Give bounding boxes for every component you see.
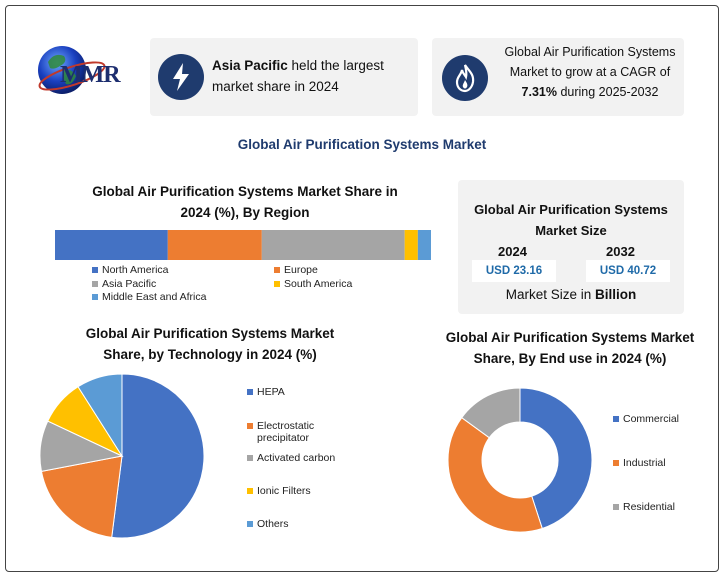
legend-swatch xyxy=(92,294,98,300)
legend-label: Ionic Filters xyxy=(257,485,311,497)
legend-swatch xyxy=(247,455,253,461)
slice-industrial xyxy=(447,416,543,533)
enduse-title-line1: Global Air Purification Systems Market xyxy=(445,330,695,345)
lightning-icon xyxy=(158,54,204,100)
legend-swatch xyxy=(92,267,98,273)
legend-swatch xyxy=(92,281,98,287)
value-2024: USD 23.16 xyxy=(472,260,556,282)
legend-label: Residential xyxy=(623,501,675,513)
cagr-text-2: Market to grow at a CAGR of xyxy=(509,65,671,79)
legend-label: Commercial xyxy=(623,413,680,425)
cagr-value: 7.31% xyxy=(521,85,557,99)
highlight-text-2: market share in 2024 xyxy=(212,79,339,94)
legend-swatch xyxy=(613,416,619,422)
enduse-title-line2: Share, By End use in 2024 (%) xyxy=(473,351,667,366)
slice-others xyxy=(77,373,123,458)
legend-item-asia-pacific: Asia Pacific xyxy=(92,278,156,290)
logo-text: MMR xyxy=(60,62,121,88)
flame-icon xyxy=(442,55,488,101)
legend-swatch xyxy=(247,521,253,527)
highlight-card-cagr: Global Air Purification Systems Market t… xyxy=(432,38,684,116)
legend-label: HEPA xyxy=(257,386,285,398)
market-size-title-1: Global Air Purification Systems xyxy=(474,202,668,217)
legend-swatch xyxy=(274,281,280,287)
highlight-text-1: held the largest xyxy=(287,58,384,73)
bar-segment-europe xyxy=(167,230,262,260)
tech-title-line1: Global Air Purification Systems Market xyxy=(85,326,335,341)
cagr-text-3: during 2025-2032 xyxy=(556,85,659,99)
legend-item-hepa: HEPA xyxy=(247,386,347,398)
highlight-text-region: Asia Pacific held the largest market sha… xyxy=(212,55,412,97)
legend-label: South America xyxy=(284,278,353,290)
enduse-donut-chart xyxy=(447,387,593,533)
tech-title-line2: Share, by Technology in 2024 (%) xyxy=(103,347,317,362)
technology-chart-title: Global Air Purification Systems Market S… xyxy=(40,323,380,365)
legend-label: North America xyxy=(102,264,169,276)
legend-label: Middle East and Africa xyxy=(102,291,207,303)
technology-pie-chart xyxy=(39,373,205,539)
slice-electrostatic-precipitator xyxy=(40,455,123,538)
slice-hepa xyxy=(111,373,205,539)
bar-segment-north-america xyxy=(55,230,168,260)
highlight-text-cagr: Global Air Purification Systems Market t… xyxy=(498,42,682,102)
market-size-footer: Market Size in Billion xyxy=(458,287,684,302)
legend-item-ionic-filters: Ionic Filters xyxy=(247,485,347,497)
legend-item-north-america: North America xyxy=(92,264,169,276)
bar-segment-south-america xyxy=(404,230,418,260)
legend-swatch xyxy=(613,504,619,510)
globe-logo-icon xyxy=(38,46,106,94)
legend-item-commercial: Commercial xyxy=(613,413,679,425)
legend-label: Europe xyxy=(284,264,318,276)
legend-item-residential: Residential xyxy=(613,501,675,513)
region-stacked-bar xyxy=(55,230,431,260)
legend-label: Asia Pacific xyxy=(102,278,157,290)
highlight-card-region: Asia Pacific held the largest market sha… xyxy=(150,38,418,116)
main-title: Global Air Purification Systems Market xyxy=(237,137,487,152)
slice-commercial xyxy=(519,387,593,530)
cagr-text-1: Global Air Purification Systems xyxy=(504,45,676,59)
legend-swatch xyxy=(613,460,619,466)
legend-swatch xyxy=(247,389,253,395)
market-size-title: Global Air Purification Systems Market S… xyxy=(458,199,684,241)
legend-swatch xyxy=(247,423,253,429)
value-2032: USD 40.72 xyxy=(586,260,670,282)
bar-segment-asia-pacific xyxy=(261,230,405,260)
market-size-card: Global Air Purification Systems Market S… xyxy=(458,180,684,314)
region-title-line2: 2024 (%), By Region xyxy=(180,205,310,220)
year-2032: 2032 xyxy=(606,244,635,259)
region-chart-title: Global Air Purification Systems Market S… xyxy=(60,181,430,223)
market-size-title-2: Market Size xyxy=(535,223,607,238)
legend-label: Others xyxy=(257,518,289,530)
footer-bold: Billion xyxy=(595,287,637,302)
enduse-chart-title: Global Air Purification Systems Market S… xyxy=(425,327,715,369)
legend-label: Electrostatic precipitator xyxy=(257,420,315,444)
bar-segment-middle-east-and-africa xyxy=(417,230,431,260)
legend-item-europe: Europe xyxy=(274,264,318,276)
highlight-region-bold: Asia Pacific xyxy=(212,58,288,73)
legend-item-south-america: South America xyxy=(274,278,352,290)
legend-item-others: Others xyxy=(247,518,347,530)
legend-item-activated-carbon: Activated carbon xyxy=(247,452,347,464)
footer-prefix: Market Size in xyxy=(505,287,596,302)
legend-swatch xyxy=(247,488,253,494)
legend-item-electrostatic-precipitator: Electrostatic precipitator xyxy=(247,420,347,444)
legend-label: Industrial xyxy=(623,457,666,469)
legend-item-middle-east-and-africa: Middle East and Africa xyxy=(92,291,206,303)
legend-item-industrial: Industrial xyxy=(613,457,666,469)
region-title-line1: Global Air Purification Systems Market S… xyxy=(92,184,398,199)
year-2024: 2024 xyxy=(498,244,527,259)
slice-residential xyxy=(461,387,521,439)
legend-label: Activated carbon xyxy=(257,452,336,464)
legend-swatch xyxy=(274,267,280,273)
